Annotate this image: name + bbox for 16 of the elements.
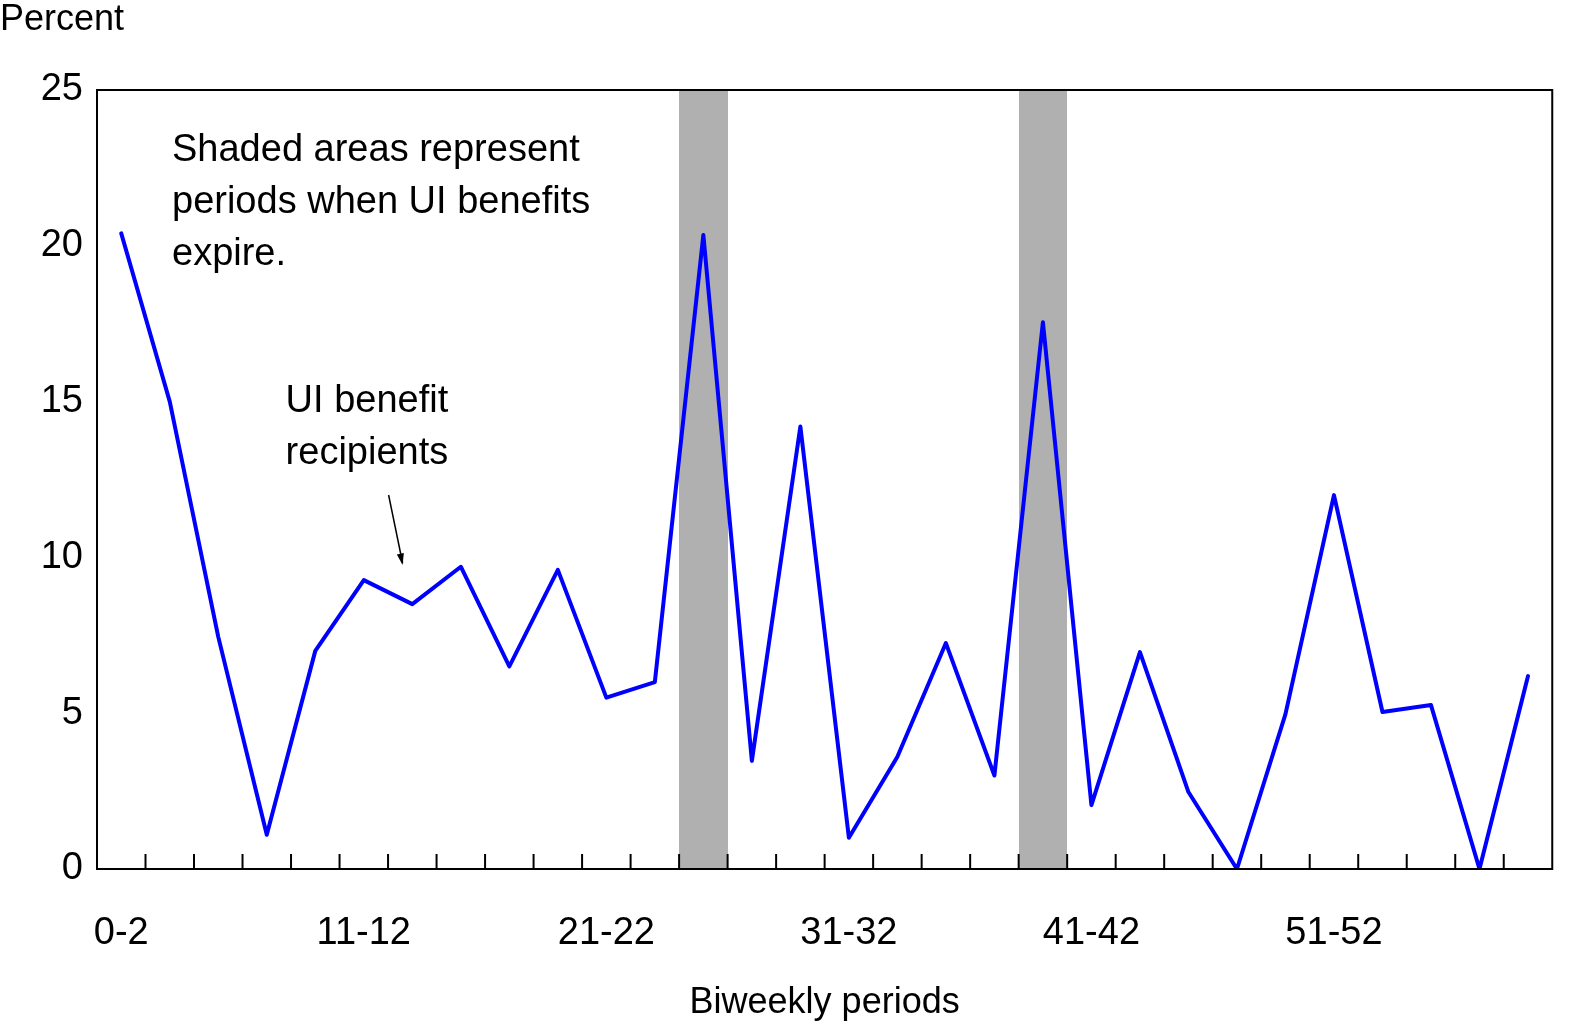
x-axis-title: Biweekly periods	[689, 979, 960, 1021]
x-tick-label: 11-12	[316, 910, 411, 953]
y-tick-label: 25	[40, 66, 83, 109]
x-tick-label: 21-22	[557, 910, 655, 953]
annotation: Shaded areas represent periods when UI benefits expire.	[172, 127, 591, 274]
annotation: UI benefit recipients	[285, 378, 449, 473]
x-tick-label: 51-52	[1285, 910, 1383, 953]
y-tick-label: 10	[40, 533, 83, 576]
x-tick-label: 41-42	[1042, 910, 1141, 953]
y-tick-label: 0	[61, 845, 83, 888]
x-tick-label: 0-2	[93, 910, 149, 953]
y-tick-label: 5	[61, 689, 83, 732]
x-tick-label: 31-32	[800, 910, 898, 953]
y-tick-label: 20	[40, 222, 83, 265]
y-tick-label: 15	[40, 378, 83, 421]
y-axis-title: Percent	[0, 0, 125, 38]
